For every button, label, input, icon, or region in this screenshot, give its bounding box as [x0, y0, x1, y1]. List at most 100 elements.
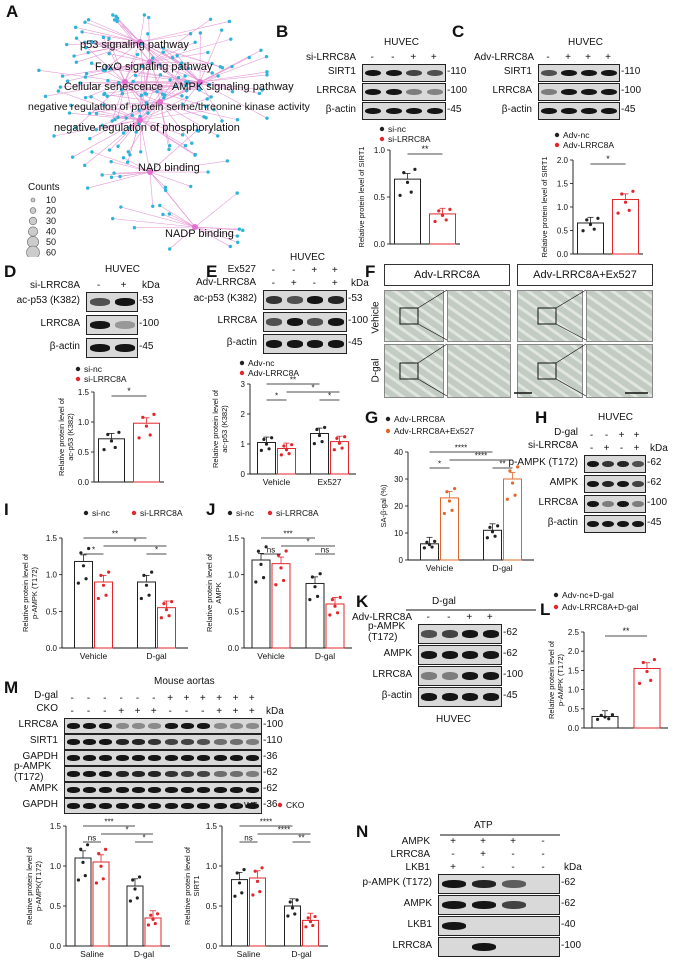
data-point	[398, 193, 402, 197]
data-point	[144, 424, 149, 428]
data-point	[261, 576, 266, 580]
network-node	[151, 56, 155, 60]
legend-circle	[28, 216, 38, 226]
x-category-label: Saline	[237, 949, 261, 959]
legend-label: si-LRRC8A	[140, 508, 183, 518]
network-edge	[117, 18, 151, 63]
data-point	[99, 864, 103, 868]
network-node	[150, 60, 155, 65]
legend-circle	[30, 197, 36, 203]
data-point	[445, 490, 449, 494]
network-node	[56, 89, 61, 93]
blot-band	[89, 298, 110, 306]
blot-band	[541, 88, 557, 96]
network-node	[220, 66, 225, 70]
micrograph-6	[447, 344, 511, 398]
network-node	[89, 61, 94, 65]
bar	[284, 905, 301, 947]
network-edge	[107, 80, 161, 103]
m-treat2: CKO	[36, 703, 58, 714]
bar	[92, 861, 110, 947]
network-node	[78, 81, 82, 85]
network-edge	[139, 119, 142, 152]
network-edge	[139, 41, 189, 83]
blot-band	[131, 771, 146, 777]
data-point	[496, 524, 500, 528]
blot-band	[327, 318, 344, 326]
blot-band	[115, 787, 129, 793]
network-edge	[85, 41, 141, 49]
network-node	[116, 80, 121, 85]
d-treat: si-LRRC8A	[29, 280, 80, 291]
network-node	[112, 171, 116, 175]
lane-sign: +	[248, 706, 255, 717]
kda-marker: -45	[647, 517, 662, 528]
blot-band	[462, 693, 479, 701]
legend-marker	[75, 366, 81, 372]
panel-letter-b: B	[276, 22, 289, 41]
data-point	[101, 877, 105, 881]
data-point	[402, 171, 406, 175]
network-edge	[109, 119, 141, 151]
legend-label: Adv-nc+D-gal	[562, 590, 614, 600]
data-point	[627, 208, 631, 212]
network-edge	[89, 101, 161, 114]
network-edge	[114, 171, 151, 174]
lane-sign: +	[605, 52, 611, 63]
blot-band	[581, 69, 597, 77]
data-point	[87, 546, 91, 551]
blot-strip	[438, 895, 560, 915]
significance-label: ****	[455, 444, 467, 453]
data-point	[607, 717, 611, 721]
bar	[137, 581, 156, 649]
kda-marker: -62	[503, 627, 518, 638]
network-hub	[197, 79, 203, 85]
lane-sign: +	[232, 706, 239, 717]
significance-label: *	[155, 546, 158, 555]
data-point	[581, 229, 585, 233]
significance-label: ****	[475, 452, 487, 461]
network-node	[185, 95, 189, 100]
network-node	[135, 52, 140, 57]
data-point	[256, 549, 261, 553]
significance-label: **	[298, 834, 304, 843]
blot-band	[180, 787, 195, 793]
network-edge	[128, 101, 161, 153]
lane-sign: +	[290, 278, 297, 289]
blot-band	[148, 771, 162, 777]
kda-marker: -62	[263, 783, 278, 794]
legend-circle	[28, 226, 38, 237]
data-point	[144, 583, 149, 587]
network-node	[143, 91, 147, 96]
data-point	[620, 192, 624, 196]
network-node	[205, 97, 209, 101]
bar	[94, 581, 113, 649]
network-node	[146, 32, 150, 36]
data-point	[159, 616, 163, 620]
legend-marker	[379, 126, 385, 132]
blot-row-label: p-AMPK (T172)	[368, 621, 406, 643]
y-tick-label: 1.5	[206, 822, 218, 831]
data-point	[430, 545, 434, 549]
blot-band	[66, 803, 80, 809]
network-edge	[108, 38, 126, 83]
blot-band	[99, 755, 113, 761]
chart-g: Adv-LRRC8A Adv-LRRC8A+Ex527 0 10 20 30 40 SA-β-…	[379, 414, 534, 573]
blot-band	[541, 69, 557, 77]
data-point	[311, 923, 315, 928]
bar	[271, 563, 291, 649]
network-node	[151, 204, 155, 208]
bar	[440, 497, 459, 561]
network-node	[100, 173, 104, 177]
network-edge	[156, 81, 201, 92]
network-node	[184, 83, 188, 88]
counts-legend: 10 20 30 40 50 60	[26, 195, 86, 262]
network-node	[162, 96, 166, 100]
lane-sign: -	[589, 443, 594, 454]
lane-sign: -	[541, 862, 545, 873]
data-point	[240, 891, 244, 895]
blot-strip	[64, 718, 262, 734]
blot-band	[66, 787, 80, 793]
blot-band	[286, 318, 303, 326]
blot-row-label: β-actin	[226, 337, 257, 348]
